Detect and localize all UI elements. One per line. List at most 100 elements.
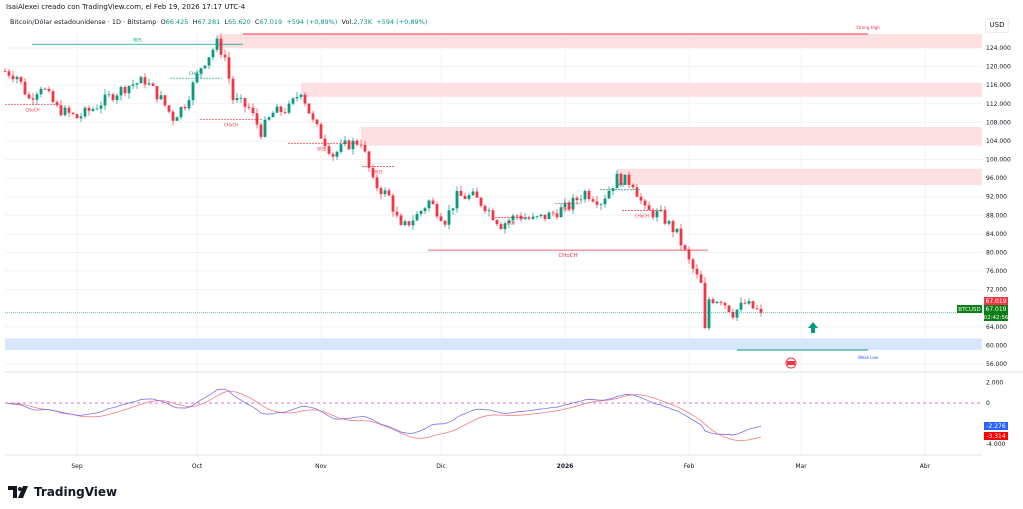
candle-body (183, 106, 187, 109)
candle-body (23, 81, 27, 95)
candle-body (399, 215, 403, 226)
supply-zone (617, 168, 982, 186)
zone-label: Weak Low (858, 355, 879, 360)
candle-body (319, 124, 323, 139)
candle-body (339, 144, 343, 152)
structure-label: BOS (374, 169, 383, 174)
candle-body (591, 199, 595, 202)
candle-body (375, 177, 379, 189)
price-tick-label: 80.000 (986, 249, 1007, 256)
candle-body (691, 259, 695, 269)
candle-body (755, 308, 759, 310)
candle-body (415, 213, 419, 221)
osc-tick-label: 0 (986, 400, 990, 407)
candle-body (87, 107, 91, 111)
candle-body (207, 57, 211, 66)
candle-body (59, 105, 63, 116)
candle-body (251, 107, 255, 114)
price-tick-label: 72.000 (986, 287, 1007, 294)
tv-logo-icon (8, 486, 28, 498)
candle-body (363, 144, 367, 152)
price-chart[interactable]: Strong High Weak Low BOS CHoCH CHoCH CHoCH BOS… (0, 0, 1023, 480)
time-tick-label: Dic (436, 463, 446, 470)
candle-body (359, 144, 363, 146)
close-value: 67.019 (259, 18, 283, 26)
candle-body (487, 210, 491, 212)
price-tick-label: 124.000 (986, 45, 1011, 52)
candle-body (575, 197, 579, 201)
candle-body (315, 119, 319, 125)
candle-body (295, 96, 299, 99)
candle-body (715, 301, 719, 304)
candle-body (435, 204, 439, 217)
price-tick-label: 120.000 (986, 64, 1011, 71)
tradingview-logo[interactable]: TradingView (8, 485, 117, 499)
candle-body (671, 221, 675, 233)
candle-body (367, 151, 371, 168)
candle-body (55, 102, 59, 106)
current-price-badge: 67.019 (986, 306, 1007, 313)
candle-body (455, 190, 459, 209)
symbol-title[interactable]: Bitcoin/Dólar estadounidense · 1D · Bits… (10, 18, 157, 26)
open-value: 66.425 (165, 18, 189, 26)
open-label: O (160, 18, 166, 26)
osc-slow-badge: -3.314 (986, 433, 1006, 440)
candle-body (243, 98, 247, 107)
candle-body (543, 214, 547, 219)
candle-body (655, 211, 659, 218)
brand-name: TradingView (34, 485, 118, 499)
candle-body (423, 208, 427, 212)
candle-body (199, 68, 203, 74)
candle-body (351, 140, 355, 150)
candle-body (595, 201, 599, 205)
candle-body (663, 209, 667, 224)
candle-body (723, 302, 727, 306)
candle-body (63, 107, 67, 116)
osc-fast-badge-bg (984, 422, 1008, 430)
osc-tick-label: -4.000 (986, 441, 1006, 448)
candle-body (419, 211, 423, 214)
low-label: L (224, 18, 228, 26)
candle-body (647, 205, 651, 210)
candle-body (523, 218, 527, 220)
osc-fast-line (4, 388, 762, 436)
candle-body (103, 94, 107, 106)
candle-body (231, 78, 235, 101)
candle-body (115, 95, 119, 100)
candle-body (123, 87, 127, 94)
candle-body (355, 140, 359, 145)
price-tick-label: 112.000 (986, 101, 1011, 108)
currency-button[interactable]: USD (985, 18, 1009, 33)
candle-body (495, 220, 499, 225)
candle-body (483, 205, 487, 212)
candle-body (619, 173, 623, 185)
candle-body (463, 195, 467, 199)
candle-body (335, 151, 339, 157)
candle-body (383, 190, 387, 195)
candle-body (735, 309, 739, 318)
candle-body (343, 140, 347, 145)
candle-body (11, 75, 15, 80)
candle-body (547, 212, 551, 219)
structure-label: CHoCH (189, 71, 203, 76)
structure-label: CHoCH (560, 207, 574, 212)
candle-body (395, 211, 399, 216)
candle-body (119, 87, 123, 96)
structure-label: CHoCH (558, 253, 577, 259)
candle-body (507, 220, 511, 224)
candle-body (635, 187, 639, 197)
candle-body (475, 191, 479, 198)
candle-body (651, 209, 655, 218)
candle-body (667, 221, 671, 224)
candle-body (411, 220, 415, 226)
candle-body (603, 198, 607, 205)
candle-body (631, 184, 635, 188)
candle-body (127, 85, 131, 94)
candle-body (727, 305, 731, 312)
candle-body (43, 88, 47, 90)
bar-countdown: 02:42:56 (984, 315, 1009, 321)
structure-label: BOS (507, 221, 516, 226)
candle-body (31, 98, 35, 100)
candle-body (239, 98, 243, 99)
candle-body (387, 190, 391, 196)
